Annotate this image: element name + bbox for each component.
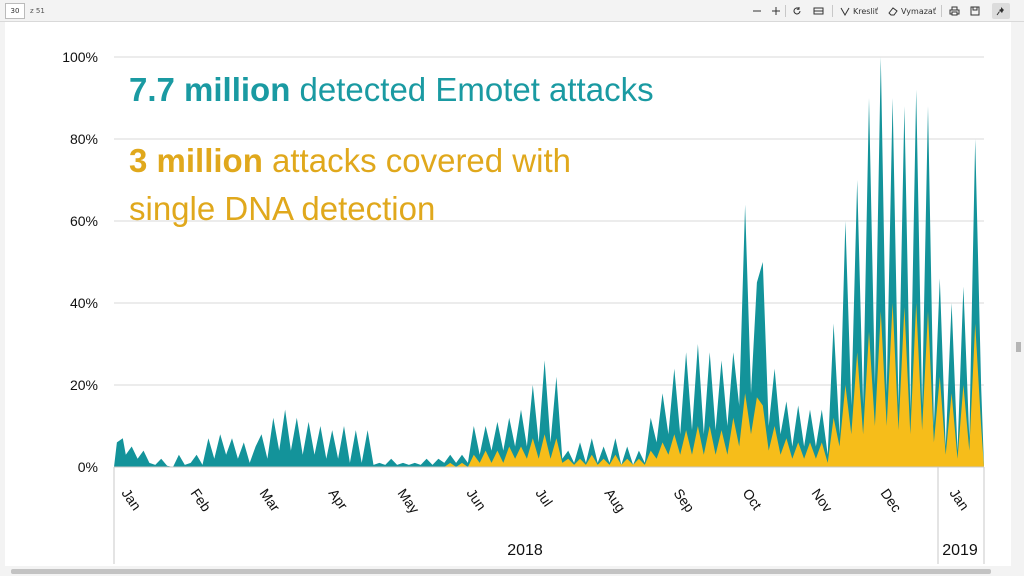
- subheadline-line2: single DNA detection: [129, 190, 435, 227]
- x-tick-label: Jan: [119, 486, 145, 514]
- erase-label: Vymazať: [901, 6, 936, 16]
- draw-button[interactable]: Kresliť: [838, 3, 880, 19]
- eraser-icon: [888, 7, 898, 16]
- x-tick-label: Sep: [671, 486, 699, 516]
- minus-icon: [753, 10, 761, 12]
- vertical-scrollbar[interactable]: [1011, 22, 1024, 566]
- x-tick-label: Mar: [257, 486, 284, 515]
- document-page: 0% 20% 40% 60% 80% 100% Jan Feb Mar Apr May Jun Jul…: [5, 22, 1011, 566]
- x-tick-label: May: [395, 486, 423, 517]
- fit-page-button[interactable]: [810, 3, 826, 19]
- pen-icon: [840, 7, 850, 16]
- pin-toolbar-button[interactable]: [992, 3, 1010, 19]
- x-tick-label: Aug: [602, 486, 629, 516]
- rotate-button[interactable]: [789, 3, 805, 19]
- x-tick-label: Oct: [740, 486, 766, 513]
- chart-areas: [114, 57, 984, 467]
- x-tick-label: Jun: [464, 486, 490, 514]
- y-tick-label: 0%: [78, 459, 98, 475]
- dna-detection-area: [114, 303, 984, 467]
- rotate-icon: [793, 7, 801, 15]
- draw-label: Kresliť: [852, 6, 879, 16]
- x-tick-label: Apr: [326, 486, 352, 513]
- y-tick-label: 80%: [70, 131, 98, 147]
- y-tick-label: 20%: [70, 377, 98, 393]
- y-axis-ticks: 0% 20% 40% 60% 80% 100%: [62, 49, 98, 475]
- axis-frame: [113, 466, 985, 564]
- horizontal-scroll-thumb[interactable]: [11, 569, 991, 574]
- erase-button[interactable]: Vymazať: [886, 3, 938, 19]
- year-label-2019: 2019: [942, 542, 978, 559]
- slide-chart: 0% 20% 40% 60% 80% 100% Jan Feb Mar Apr May Jun Jul…: [62, 49, 985, 564]
- page-number-input[interactable]: 30: [5, 3, 25, 19]
- x-tick-label: Dec: [878, 486, 905, 516]
- x-tick-label: Nov: [809, 486, 836, 516]
- headline: 7.7 million detected Emotet attacks: [129, 71, 654, 108]
- headline-rest: detected Emotet attacks: [290, 71, 653, 108]
- x-tick-label: Jul: [533, 486, 556, 510]
- y-tick-label: 100%: [62, 49, 98, 65]
- vertical-scroll-thumb[interactable]: [1016, 342, 1021, 352]
- save-icon: [970, 6, 980, 16]
- y-tick-label: 60%: [70, 213, 98, 229]
- plus-icon: [772, 7, 780, 15]
- subheadline-bold: 3 million: [129, 142, 263, 179]
- x-tick-label: Jan: [947, 486, 973, 514]
- fit-page-icon: [813, 7, 823, 15]
- page-count-label: z 51: [30, 7, 45, 15]
- zoom-out-button[interactable]: [749, 3, 765, 19]
- printer-icon: [949, 6, 959, 16]
- pdf-toolbar: 30 z 51 Kresliť Vymazať: [0, 0, 1024, 22]
- year-label-2018: 2018: [507, 542, 543, 559]
- pin-icon: [996, 7, 1004, 16]
- x-axis-ticks: Jan Feb Mar Apr May Jun Jul Aug Sep Oct Nov Dec Jan: [119, 486, 973, 517]
- subheadline: 3 million attacks covered with: [129, 142, 571, 179]
- horizontal-scrollbar[interactable]: [5, 566, 1024, 576]
- print-button[interactable]: [946, 3, 962, 19]
- y-tick-label: 40%: [70, 295, 98, 311]
- zoom-in-button[interactable]: [768, 3, 784, 19]
- x-tick-label: Feb: [188, 486, 215, 515]
- save-button[interactable]: [967, 3, 983, 19]
- headline-bold: 7.7 million: [129, 71, 290, 108]
- subheadline-rest: attacks covered with: [263, 142, 571, 179]
